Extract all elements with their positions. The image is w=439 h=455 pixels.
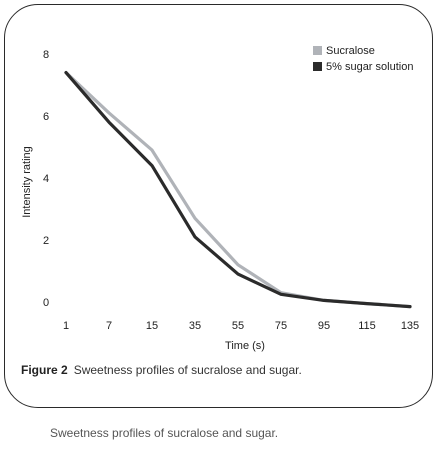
x-tick-label: 1 — [63, 320, 69, 332]
x-tick-label: 75 — [275, 320, 287, 332]
series-lines — [64, 70, 412, 309]
x-tick-label: 115 — [358, 320, 376, 332]
y-tick-label: 0 — [43, 297, 49, 309]
y-tick-label: 6 — [43, 111, 49, 123]
x-axis: 1 7 15 35 55 75 95 115 135 — [63, 320, 419, 332]
series-line-sugar — [64, 70, 412, 309]
x-tick-label: 95 — [318, 320, 330, 332]
y-tick-label: 2 — [43, 235, 49, 247]
x-tick-label: 7 — [106, 320, 112, 332]
y-tick-label: 4 — [43, 173, 49, 185]
figure-frame — [4, 4, 433, 408]
y-axis-label: Intensity rating — [21, 146, 33, 218]
y-axis: 0 2 4 6 8 — [43, 49, 49, 309]
x-tick-label: 55 — [232, 320, 244, 332]
y-tick-label: 8 — [43, 49, 49, 61]
page-caption: Sweetness profiles of sucralose and suga… — [50, 426, 279, 440]
x-tick-label: 15 — [146, 320, 158, 332]
figure-label: Figure 2 — [21, 363, 68, 377]
x-tick-label: 135 — [401, 320, 419, 332]
legend-swatch — [313, 62, 322, 71]
legend-label: 5% sugar solution — [326, 61, 413, 73]
legend-label: Sucralose — [326, 45, 375, 57]
x-axis-label: Time (s) — [225, 340, 265, 352]
figure-caption: Figure 2 Sweetness profiles of sucralose … — [21, 363, 302, 377]
legend: Sucralose 5% sugar solution — [313, 45, 413, 73]
series-line-sucralose — [64, 70, 412, 309]
legend-swatch — [313, 46, 322, 55]
x-tick-label: 35 — [189, 320, 201, 332]
figure-caption-text: Sweetness profiles of sucralose and suga… — [73, 363, 302, 377]
